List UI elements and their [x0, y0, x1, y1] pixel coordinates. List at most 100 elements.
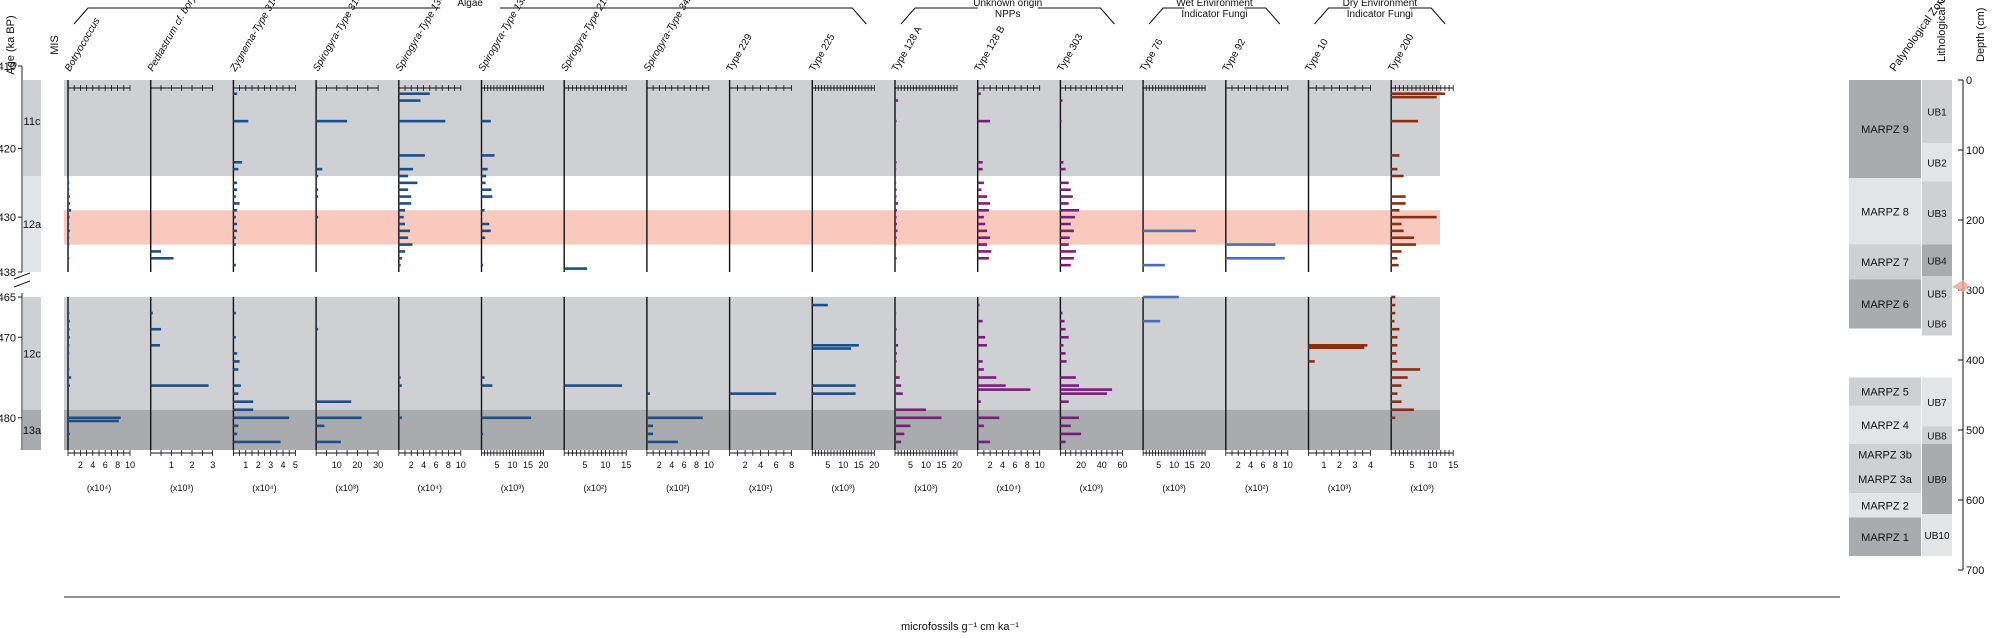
bar	[1391, 95, 1437, 99]
mis-stage-label: 12c	[23, 348, 41, 360]
bar	[398, 263, 401, 267]
bar	[1060, 384, 1079, 387]
bar	[1391, 263, 1399, 267]
zone-band	[1849, 244, 1921, 280]
depth-tick-label: 500	[1966, 425, 1984, 437]
tick-label: 5	[908, 460, 913, 470]
age-tick-label: 420	[0, 144, 16, 156]
unit-band	[1922, 426, 1952, 444]
bar	[316, 424, 325, 428]
bar	[481, 188, 492, 192]
unit-ub4: UB4	[1922, 244, 1952, 276]
bar	[895, 408, 926, 412]
tick-label: 5	[293, 460, 298, 470]
bar	[1391, 154, 1400, 157]
zone-marpz-4: MARPZ 4	[1849, 405, 1921, 444]
bar	[1391, 416, 1396, 420]
tick-label: 10	[921, 460, 931, 470]
bar	[398, 195, 412, 198]
zone-band	[1849, 493, 1921, 518]
taxon-name: Type 92	[1221, 37, 1249, 74]
bar	[481, 236, 486, 240]
bar	[1060, 256, 1074, 260]
zone-marpz-3a: MARPZ 3a	[1849, 465, 1921, 493]
bar	[1060, 99, 1063, 102]
bar	[1391, 119, 1419, 123]
tick-label: 4	[280, 460, 285, 470]
group-label: Indicator Fungi	[1181, 9, 1247, 20]
unit-band	[1922, 377, 1952, 427]
bar	[1391, 335, 1398, 339]
zone-label: MARPZ 1	[1861, 532, 1909, 544]
bar	[398, 167, 414, 171]
zone-band	[1849, 80, 1921, 178]
unit-label: UB6	[1927, 319, 1947, 330]
bar	[68, 376, 72, 379]
zone-marpz-3b: MARPZ 3b	[1849, 444, 1921, 465]
depth-tick-label: 700	[1966, 565, 1984, 577]
bar	[895, 392, 903, 395]
bar	[1391, 92, 1445, 96]
tick-label: 2	[1337, 460, 1342, 470]
bar	[1391, 360, 1398, 363]
tick-label: 15	[1185, 460, 1195, 470]
lithological-units: Lithological Units UB1 UB2 UB3 UB4 UB5 UB6 UB7…	[1922, 0, 1952, 556]
bar	[977, 160, 983, 164]
taxon-name: Spirogyra-Type 315	[311, 0, 364, 73]
bar	[1060, 215, 1075, 219]
bar	[398, 222, 405, 226]
tick-label: 10	[704, 460, 714, 470]
bar	[1308, 346, 1365, 350]
bar	[1060, 250, 1076, 253]
bar	[895, 202, 899, 205]
tick-label: 8	[694, 460, 699, 470]
bar	[895, 243, 897, 246]
bar	[398, 174, 409, 178]
bar	[646, 432, 654, 436]
bar	[1060, 229, 1074, 233]
taxon-name: Type 128 B	[973, 24, 1008, 74]
group-bracket-left	[73, 7, 441, 25]
tick-label: 8	[446, 460, 451, 470]
group-bracket-right	[1244, 7, 1281, 25]
bar	[68, 188, 70, 192]
tick-label: 3	[210, 460, 215, 470]
bar	[812, 344, 859, 347]
bar	[977, 384, 1006, 387]
bar	[481, 181, 486, 185]
bar	[895, 236, 897, 240]
bar	[1060, 181, 1069, 185]
bar	[895, 160, 897, 164]
bar	[481, 416, 532, 420]
bar	[977, 440, 991, 444]
bar	[895, 256, 897, 260]
bar	[895, 167, 897, 171]
bar	[1308, 360, 1315, 363]
column-zygnema-type-314: Zygnema-Type 314 1 2 3 4 5 (x10⁴)	[228, 0, 298, 493]
zone-label: MARPZ 6	[1861, 299, 1909, 311]
bar	[150, 344, 160, 347]
taxon-name: Type 225	[807, 32, 837, 74]
group-bracket-right	[500, 7, 867, 25]
bar	[977, 335, 986, 339]
zone-marpz-2: MARPZ 2	[1849, 493, 1921, 518]
tick-label: 15	[1448, 460, 1458, 470]
bar	[68, 256, 70, 260]
axis-break	[13, 272, 31, 288]
zone-band	[1849, 465, 1921, 493]
bar	[977, 222, 986, 226]
unit-band	[1922, 444, 1952, 514]
tick-label: 8	[1273, 460, 1278, 470]
bar	[895, 188, 897, 192]
tick-label: 5	[494, 460, 499, 470]
zone-label: MARPZ 5	[1861, 387, 1909, 399]
bar	[1391, 311, 1396, 315]
bar	[564, 384, 623, 387]
bar	[233, 392, 239, 395]
mis-axis-title: MIS	[49, 35, 61, 55]
taxon-name: Pediastrum cf. boryanum	[146, 0, 211, 73]
unit-ub1: UB1	[1922, 80, 1952, 143]
bar	[233, 311, 236, 315]
bar	[977, 229, 987, 233]
age-tick-label: 410	[0, 61, 16, 73]
